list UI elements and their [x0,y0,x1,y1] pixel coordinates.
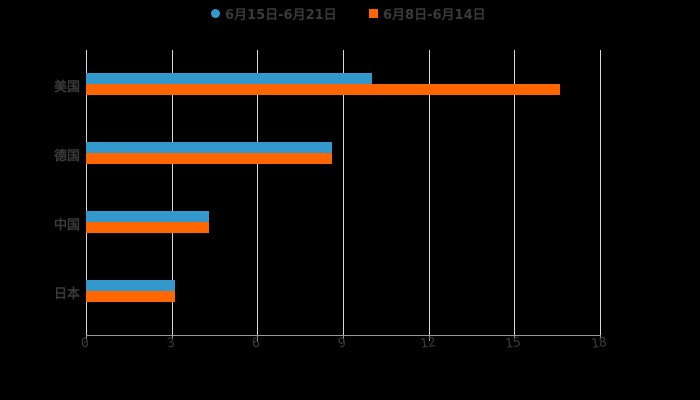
legend-label: 6月15日-6月21日 [225,8,337,23]
bar-series2[interactable] [86,84,560,95]
axis-tick [86,335,87,341]
legend-item-series1[interactable]: 6月15日-6月21日 [211,4,337,23]
square-marker-icon [369,9,378,18]
legend-item-series2[interactable]: 6月8日-6月14日 [369,4,486,23]
bar-series2[interactable] [86,291,175,302]
x-tick-label: 12 [419,334,437,353]
x-tick-label: 0 [80,335,90,352]
y-category-label: 日本 [53,287,80,302]
circle-marker-icon [211,9,220,18]
gridline [514,50,515,335]
x-tick-label: 6 [251,335,261,352]
gridline [172,50,173,335]
gridline [600,50,601,335]
bar-series2[interactable] [86,153,332,164]
legend-label: 6月8日-6月14日 [383,8,486,23]
y-category-label: 德国 [53,149,80,164]
bar-series2[interactable] [86,222,209,233]
gridline [343,50,344,335]
bar-series1[interactable] [86,280,175,291]
x-axis-line [86,335,601,336]
y-category-label: 中国 [53,218,80,233]
y-category-label: 美国 [53,80,80,95]
bar-series1[interactable] [86,73,372,84]
axis-tick [172,335,173,341]
axis-tick [429,335,430,341]
bar-series1[interactable] [86,211,209,222]
x-tick-label: 3 [166,335,176,352]
x-tick-label: 15 [504,334,522,353]
gridline [257,50,258,335]
chart-legend: 6月15日-6月21日 6月8日-6月14日 [0,4,700,23]
axis-tick [600,335,601,341]
x-tick-label: 18 [590,334,608,353]
axis-tick [514,335,515,341]
axis-tick [343,335,344,341]
axis-tick [257,335,258,341]
gridline [86,50,87,335]
x-tick-label: 9 [337,335,347,352]
bar-series1[interactable] [86,142,332,153]
gridline [429,50,430,335]
